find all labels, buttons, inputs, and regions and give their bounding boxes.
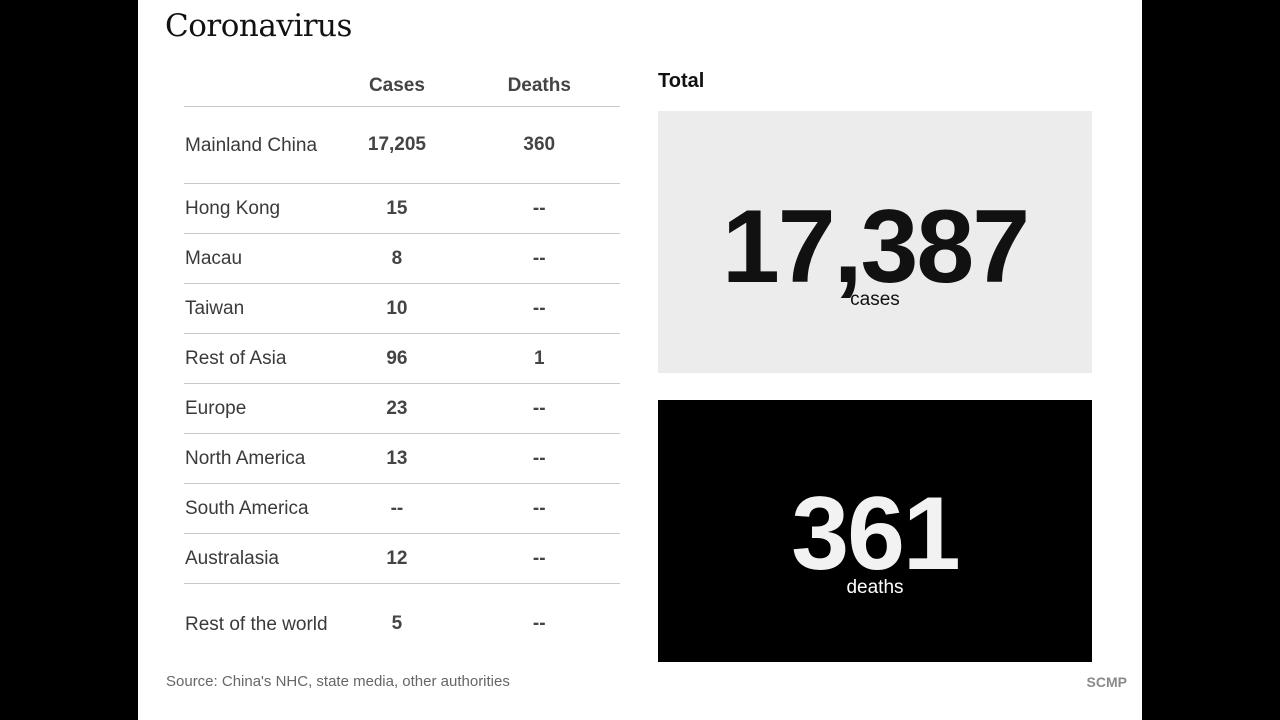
table-header-row: Cases Deaths (184, 66, 620, 107)
cases-count: 12 (335, 533, 459, 584)
deaths-count: -- (458, 283, 620, 334)
deaths-count: 1 (458, 333, 620, 384)
region-name: Taiwan (184, 283, 336, 334)
region-name: North America (184, 433, 336, 484)
cases-count: 96 (335, 333, 459, 384)
cases-count: 13 (335, 433, 459, 484)
regional-table: Cases Deaths Mainland China 17,205 360 H… (184, 66, 620, 664)
source-note: Source: China's NHC, state media, other … (166, 673, 510, 690)
table-row: South America -- -- (184, 483, 620, 534)
deaths-count: -- (458, 433, 620, 484)
table-row: Australasia 12 -- (184, 533, 620, 584)
total-heading: Total (658, 70, 705, 92)
total-cases-value: 17,387 (721, 189, 1030, 305)
total-deaths-panel: 361 deaths (658, 400, 1092, 662)
table-row: Rest of Asia 96 1 (184, 333, 620, 384)
infographic-page: Coronavirus Cases Deaths Mainland China … (138, 0, 1142, 720)
brand-logo-text: SCMP (1086, 674, 1127, 690)
deaths-count: 360 (458, 106, 620, 184)
deaths-count: -- (458, 383, 620, 434)
region-name: Rest of Asia (184, 333, 336, 384)
region-name: South America (184, 483, 336, 534)
deaths-count: -- (458, 483, 620, 534)
total-deaths-unit: deaths (846, 577, 904, 598)
cases-count: 10 (335, 283, 459, 334)
table-row: Europe 23 -- (184, 383, 620, 434)
column-header-cases: Cases (335, 66, 459, 107)
table-row: Macau 8 -- (184, 233, 620, 284)
regional-table-container: Cases Deaths Mainland China 17,205 360 H… (184, 66, 620, 664)
region-name: Macau (184, 233, 336, 284)
region-name: Europe (184, 383, 336, 434)
column-header-deaths: Deaths (458, 66, 620, 107)
total-deaths-value: 361 (791, 476, 961, 592)
region-name: Australasia (184, 533, 336, 584)
cases-count: 15 (335, 183, 459, 234)
page-title: Coronavirus (165, 8, 352, 44)
table-row: Taiwan 10 -- (184, 283, 620, 334)
total-cases-panel: 17,387 cases (658, 111, 1092, 373)
region-name: Hong Kong (184, 183, 336, 234)
cases-count: 5 (391, 613, 403, 634)
table-row: Hong Kong 15 -- (184, 183, 620, 234)
cases-count: 17,205 (335, 106, 459, 184)
column-header-region (184, 66, 336, 107)
deaths-count: -- (532, 613, 546, 634)
total-cases-unit: cases (850, 289, 900, 310)
region-name: Rest of the world (185, 613, 328, 635)
table-row: Mainland China 17,205 360 (184, 106, 620, 184)
table-row: Rest of the world 5 -- (184, 584, 620, 665)
deaths-count: -- (458, 533, 620, 584)
table-row: North America 13 -- (184, 433, 620, 484)
deaths-count: -- (458, 183, 620, 234)
region-name: Mainland China (184, 106, 336, 184)
deaths-count: -- (458, 233, 620, 284)
cases-count: -- (335, 483, 459, 534)
cases-count: 23 (335, 383, 459, 434)
cases-count: 8 (335, 233, 459, 284)
